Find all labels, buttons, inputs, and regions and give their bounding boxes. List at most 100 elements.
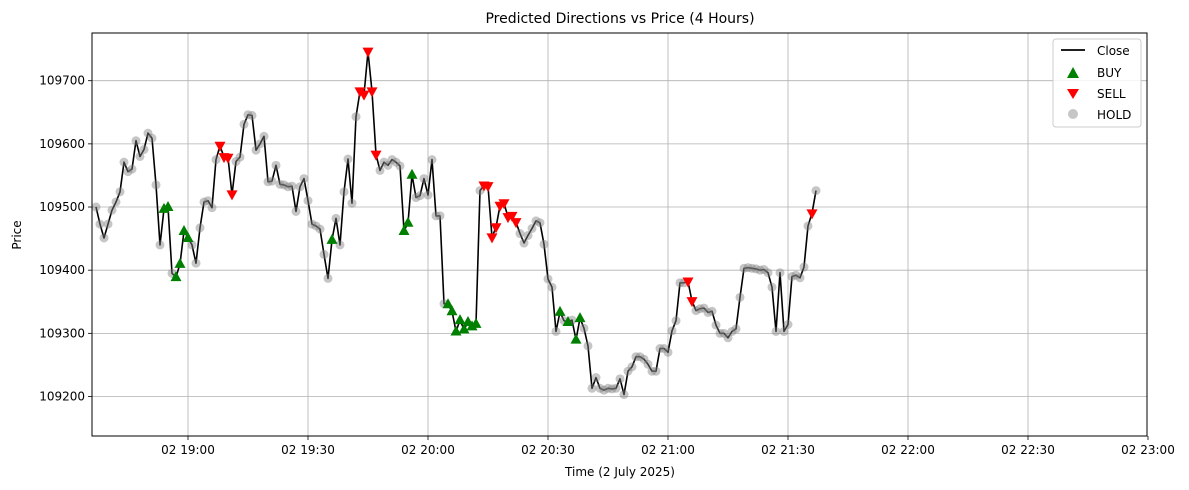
hold-marker bbox=[211, 155, 221, 165]
hold-marker bbox=[239, 119, 249, 129]
x-axis-ticks: 02 19:00 02 19:30 02 20:00 02 20:30 02 21:00… bbox=[161, 436, 1175, 457]
sell-marker bbox=[682, 277, 694, 288]
hold-marker bbox=[311, 221, 321, 231]
hold-marker bbox=[307, 219, 317, 229]
buy-marker bbox=[182, 231, 194, 242]
hold-marker bbox=[95, 219, 105, 229]
y-tick-label: 109200 bbox=[39, 390, 85, 404]
hold-marker bbox=[539, 239, 549, 249]
grid-lines bbox=[92, 33, 1147, 436]
y-tick-label: 109400 bbox=[39, 263, 85, 277]
x-tick-label: 02 21:30 bbox=[761, 443, 815, 457]
hold-marker bbox=[599, 385, 609, 395]
hold-marker bbox=[107, 205, 117, 215]
sell-marker bbox=[366, 87, 378, 98]
hold-marker bbox=[659, 343, 669, 353]
hold-marker bbox=[343, 154, 353, 164]
hold-marker bbox=[319, 249, 329, 259]
hold-marker bbox=[763, 268, 773, 278]
y-axis-label: Price bbox=[10, 220, 24, 249]
buy-marker bbox=[326, 233, 338, 244]
x-axis-label: Time (2 July 2025) bbox=[564, 465, 675, 479]
buy-marker bbox=[454, 314, 466, 325]
hold-marker bbox=[287, 181, 297, 191]
hold-marker bbox=[395, 161, 405, 171]
hold-marker bbox=[579, 323, 589, 333]
hold-marker bbox=[811, 186, 821, 196]
hold-marker bbox=[723, 333, 733, 343]
hold-marker bbox=[247, 110, 257, 120]
hold-marker bbox=[667, 326, 677, 336]
legend: Close BUY SELL HOLD bbox=[1052, 38, 1142, 128]
hold-marker bbox=[419, 174, 429, 184]
hold-marker bbox=[743, 263, 753, 273]
hold-marker bbox=[711, 320, 721, 330]
buy-marker bbox=[442, 298, 454, 309]
sell-marker bbox=[686, 297, 698, 308]
hold-marker bbox=[623, 366, 633, 376]
buy-marker bbox=[562, 315, 574, 326]
hold-marker bbox=[619, 390, 629, 400]
hold-marker bbox=[727, 326, 737, 336]
hold-marker bbox=[587, 383, 597, 393]
hold-marker bbox=[759, 265, 769, 275]
x-tick-label: 02 23:00 bbox=[1121, 443, 1175, 457]
hold-marker bbox=[735, 292, 745, 302]
hold-marker bbox=[351, 112, 361, 122]
legend-sell-swatch bbox=[1067, 89, 1079, 99]
y-tick-label: 109500 bbox=[39, 200, 85, 214]
sell-marker bbox=[510, 218, 522, 229]
hold-marker bbox=[187, 240, 197, 250]
hold-marker bbox=[703, 307, 713, 317]
hold-marker bbox=[91, 202, 101, 212]
buy-marker bbox=[174, 257, 186, 268]
x-tick-label: 02 22:30 bbox=[1001, 443, 1055, 457]
hold-marker bbox=[195, 223, 205, 233]
legend-box bbox=[1052, 38, 1142, 128]
legend-buy-label: BUY bbox=[1097, 66, 1122, 80]
hold-marker bbox=[691, 306, 701, 316]
hold-marker bbox=[119, 157, 129, 167]
hold-marker bbox=[671, 316, 681, 326]
x-tick-label: 02 19:30 bbox=[281, 443, 335, 457]
hold-marker bbox=[375, 165, 385, 175]
hold-marker bbox=[639, 354, 649, 364]
hold-marker bbox=[523, 230, 533, 240]
hold-marker bbox=[275, 179, 285, 189]
hold-marker bbox=[651, 366, 661, 376]
hold-marker bbox=[655, 343, 665, 353]
sell-marker bbox=[222, 153, 234, 164]
y-tick-label: 109600 bbox=[39, 137, 85, 151]
hold-marker bbox=[431, 211, 441, 221]
hold-marker bbox=[751, 264, 761, 274]
sell-marker bbox=[506, 211, 518, 222]
buy-marker bbox=[170, 271, 182, 282]
hold-marker bbox=[755, 265, 765, 275]
hold-marker bbox=[643, 359, 653, 369]
hold-marker bbox=[535, 218, 545, 228]
hold-marker bbox=[747, 263, 757, 273]
hold-marker bbox=[315, 224, 325, 234]
legend-hold-swatch bbox=[1068, 109, 1078, 119]
chart-title: Predicted Directions vs Price (4 Hours) bbox=[485, 11, 754, 27]
legend-close-label: Close bbox=[1097, 44, 1130, 58]
buy-marker bbox=[470, 317, 482, 328]
hold-marker bbox=[771, 326, 781, 336]
hold-marker bbox=[719, 328, 729, 338]
hold-marker bbox=[123, 167, 133, 177]
hold-marker bbox=[427, 155, 437, 165]
hold-marker bbox=[263, 177, 273, 187]
hold-marker bbox=[283, 182, 293, 192]
hold-marker bbox=[799, 262, 809, 272]
hold-marker bbox=[323, 273, 333, 283]
hold-marker bbox=[415, 191, 425, 201]
hold-marker bbox=[203, 196, 213, 206]
hold-marker bbox=[611, 383, 621, 393]
hold-marker bbox=[515, 229, 525, 239]
hold-marker bbox=[143, 128, 153, 138]
hold-marker bbox=[303, 196, 313, 206]
sell-marker bbox=[498, 199, 510, 210]
hold-marker bbox=[699, 303, 709, 313]
hold-marker bbox=[335, 240, 345, 250]
